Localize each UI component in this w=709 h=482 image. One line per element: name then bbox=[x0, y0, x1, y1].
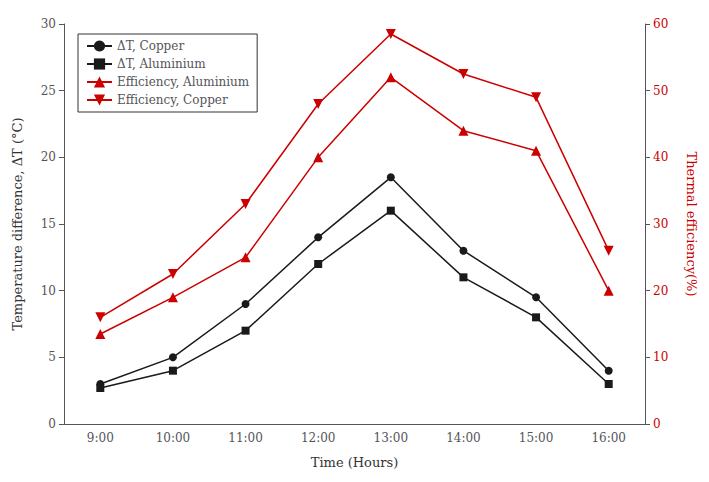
svg-text:Time (Hours): Time (Hours) bbox=[311, 455, 399, 470]
svg-text:16:00: 16:00 bbox=[591, 431, 626, 445]
svg-text:5: 5 bbox=[48, 350, 56, 364]
svg-text:60: 60 bbox=[653, 17, 668, 31]
svg-text:30: 30 bbox=[41, 17, 56, 31]
svg-text:10:00: 10:00 bbox=[156, 431, 191, 445]
svg-text:15:00: 15:00 bbox=[519, 431, 554, 445]
svg-text:ΔT, Copper: ΔT, Copper bbox=[117, 39, 184, 53]
svg-text:11:00: 11:00 bbox=[228, 431, 263, 445]
svg-text:10: 10 bbox=[41, 284, 56, 298]
svg-text:Thermal efficiency(%): Thermal efficiency(%) bbox=[684, 151, 699, 296]
svg-text:14:00: 14:00 bbox=[446, 431, 481, 445]
svg-text:13:00: 13:00 bbox=[374, 431, 409, 445]
svg-text:20: 20 bbox=[41, 150, 56, 164]
svg-text:50: 50 bbox=[653, 84, 668, 98]
svg-text:9:00: 9:00 bbox=[87, 431, 114, 445]
svg-text:0: 0 bbox=[48, 417, 56, 431]
svg-text:Efficiency, Aluminium: Efficiency, Aluminium bbox=[117, 75, 250, 89]
svg-text:0: 0 bbox=[653, 417, 661, 431]
svg-text:15: 15 bbox=[41, 217, 56, 231]
svg-text:ΔT, Aluminium: ΔT, Aluminium bbox=[117, 57, 206, 71]
svg-text:12:00: 12:00 bbox=[301, 431, 336, 445]
svg-text:40: 40 bbox=[653, 150, 668, 164]
svg-text:10: 10 bbox=[653, 350, 668, 364]
svg-text:30: 30 bbox=[653, 217, 668, 231]
svg-text:20: 20 bbox=[653, 284, 668, 298]
svg-text:Temperature difference, ΔT (°C: Temperature difference, ΔT (°C) bbox=[10, 117, 25, 330]
svg-text:Efficiency, Copper: Efficiency, Copper bbox=[117, 93, 228, 107]
svg-text:25: 25 bbox=[41, 84, 56, 98]
